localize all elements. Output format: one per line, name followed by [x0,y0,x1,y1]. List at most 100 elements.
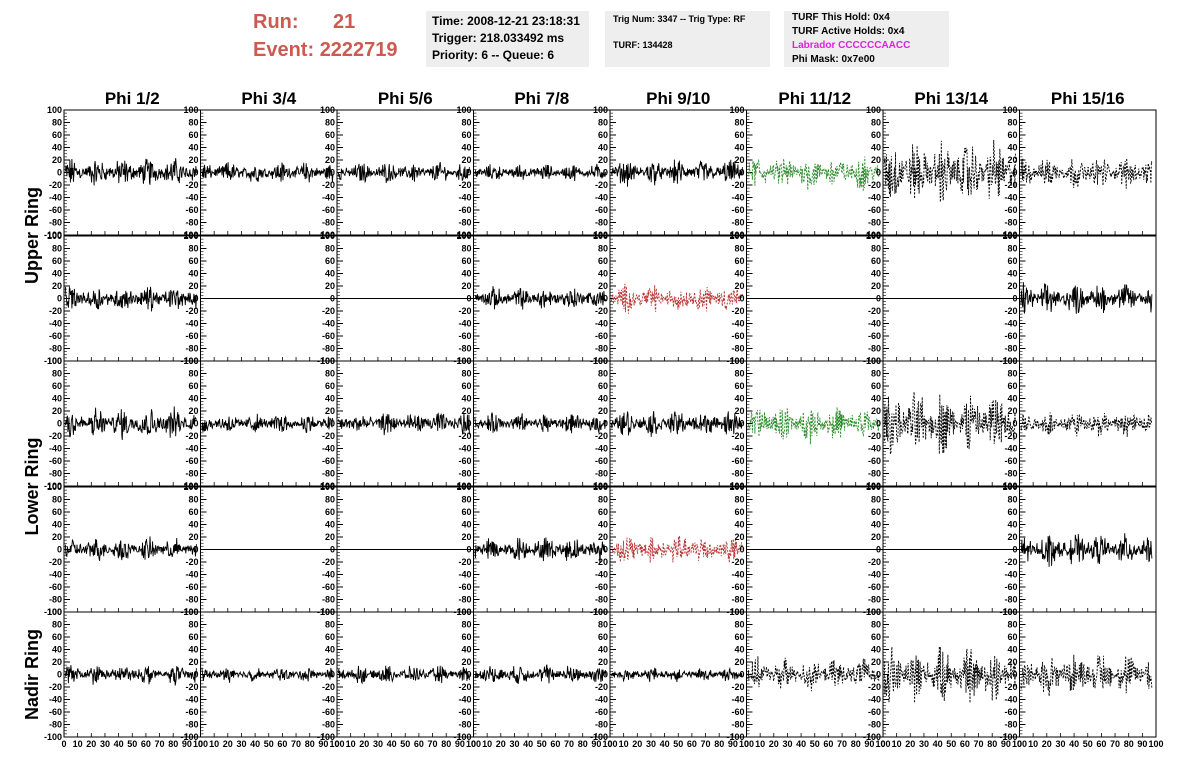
panel-r1-c7: -100 -80 -60 -40 -20 0 20 40 60 80 100 [863,105,1020,240]
y-tick-label: 100 [1002,482,1017,492]
y-tick-label: -60 [185,582,198,592]
turf-info-box: TURF This Hold: 0x4 TURF Active Holds: 0… [784,11,949,67]
x-tick-label: 0 [1017,739,1022,749]
y-tick-label: 20 [461,281,471,291]
y-tick-label: 60 [598,130,608,140]
y-tick-label: -60 [731,456,744,466]
y-tick-label: 40 [325,269,335,279]
waveform-line [337,665,470,685]
y-tick-label: -100 [317,230,335,240]
y-tick-label: 80 [1007,369,1017,379]
y-tick-label: -60 [731,582,744,592]
y-tick-label: 40 [188,269,198,279]
y-tick-label: 80 [734,369,744,379]
y-tick-label: -80 [731,469,744,479]
column-title-3: Phi 5/6 [378,89,433,108]
y-tick-label: -80 [185,595,198,605]
x-tick-label: 20 [1042,739,1052,749]
y-tick-label: 80 [734,620,744,630]
y-tick-label: -60 [1004,582,1017,592]
y-tick-label: 60 [52,632,62,642]
y-tick-label: 60 [52,130,62,140]
y-tick-label: -80 [49,595,62,605]
y-tick-label: 100 [593,105,608,115]
y-tick-label: -100 [44,732,62,742]
y-tick-label: 40 [1007,520,1017,530]
panel-r2-c3: -100 -80 -60 -40 -20 0 20 40 60 80 100 [317,231,474,366]
y-tick-label: -20 [595,431,608,441]
waveform-line [474,411,607,434]
y-tick-label: -40 [322,193,335,203]
waveform-line [474,163,607,182]
run-event-box: Run: 21 Event: 2222719 [253,8,413,64]
x-tick-label: 80 [1124,739,1134,749]
y-tick-label: -100 [590,732,608,742]
y-tick-label: -40 [49,570,62,580]
y-tick-label: -40 [731,444,744,454]
y-tick-label: 100 [1002,356,1017,366]
panel-r3-c6: -100 -80 -60 -40 -20 0 20 40 60 80 100 [726,356,884,491]
y-tick-label: 80 [188,369,198,379]
y-tick-label: 40 [52,143,62,153]
y-tick-label: -40 [1004,444,1017,454]
y-tick-label: 100 [320,356,335,366]
y-tick-label: -80 [458,218,471,228]
y-tick-label: 100 [320,231,335,241]
x-tick-label: 10 [73,739,83,749]
y-tick-label: 20 [598,406,608,416]
y-tick-label: -40 [458,570,471,580]
waveform-line [1020,282,1153,314]
y-tick-label: 60 [188,632,198,642]
y-tick-label: 0 [876,670,881,680]
y-tick-label: 100 [47,607,62,617]
y-tick-label: -60 [49,205,62,215]
panel-frame [746,360,884,487]
waveform-line [611,535,743,563]
panel-r2-c8: -100 -80 -60 -40 -20 0 20 40 60 80 100 [999,231,1157,366]
y-tick-label: -20 [868,431,881,441]
y-tick-label: -80 [185,720,198,730]
x-tick-label: 10 [346,739,356,749]
y-tick-label: -60 [185,707,198,717]
y-tick-label: 40 [461,645,471,655]
x-tick-label: 100 [739,739,754,749]
y-tick-label: 80 [52,620,62,630]
y-tick-label: -40 [868,319,881,329]
y-tick-label: 0 [57,670,62,680]
y-tick-label: 20 [1007,281,1017,291]
y-tick-label: 80 [325,369,335,379]
y-tick-label: -60 [868,205,881,215]
y-tick-label: 60 [598,632,608,642]
y-tick-label: 60 [461,130,471,140]
waveform-line [1020,412,1153,437]
y-tick-label: 20 [734,406,744,416]
x-tick-label: 90 [864,739,874,749]
x-tick-label: 20 [86,739,96,749]
y-tick-label: -40 [1004,193,1017,203]
y-tick-label: -20 [1004,431,1017,441]
y-tick-label: -100 [453,481,471,491]
y-tick-label: 80 [461,369,471,379]
y-tick-label: 80 [461,118,471,128]
y-tick-label: -40 [458,444,471,454]
y-tick-label: 80 [871,495,881,505]
y-tick-label: 0 [603,168,608,178]
y-tick-label: 80 [871,118,881,128]
y-tick-label: 100 [456,231,471,241]
y-tick-label: 0 [57,419,62,429]
x-tick-label: 80 [987,739,997,749]
x-tick-label: 10 [482,739,492,749]
x-tick-label: 90 [1001,739,1011,749]
x-tick-label: 30 [100,739,110,749]
y-tick-label: 40 [871,394,881,404]
y-tick-label: -60 [731,331,744,341]
y-tick-label: 80 [52,495,62,505]
y-tick-label: -20 [458,557,471,567]
y-tick-label: 60 [871,256,881,266]
panel-r4-c2: -100 -80 -60 -40 -20 0 20 40 60 80 100 [180,482,338,617]
y-tick-label: -60 [322,456,335,466]
waveform-grid-chart: Phi 1/2 Phi 3/4 Phi 5/6 Phi 7/8 Phi 9/10 Phi … [22,89,1164,749]
waveform-line [474,286,607,310]
y-tick-label: -100 [453,732,471,742]
